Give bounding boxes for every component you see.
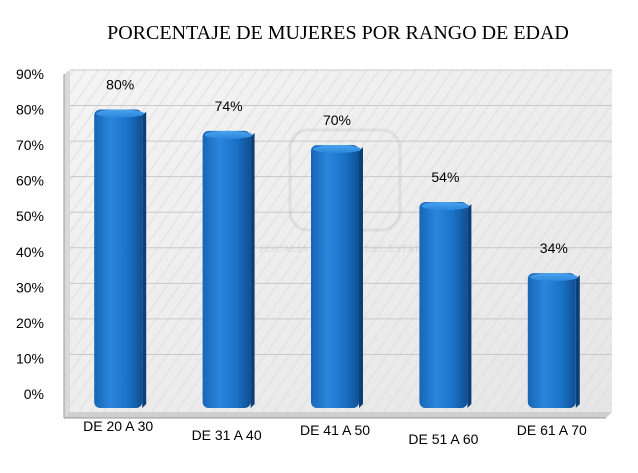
y-tick-label: 20% bbox=[16, 315, 44, 331]
y-tick-label: 80% bbox=[16, 102, 44, 118]
y-tick-label: 40% bbox=[16, 244, 44, 260]
category-label: DE 51 A 60 bbox=[408, 431, 478, 447]
bar-side bbox=[142, 111, 147, 409]
category-labels: DE 20 A 30 DE 31 A 40 DE 41 A 50 DE 51 A 60… bbox=[83, 418, 587, 447]
y-tick-label: 0% bbox=[24, 386, 44, 402]
bar-top bbox=[204, 130, 253, 139]
category-label: DE 20 A 30 bbox=[83, 418, 153, 434]
chart-title: PORCENTAJE DE MUJERES POR RANGO DE EDAD bbox=[107, 22, 569, 44]
y-tick-label: 90% bbox=[16, 66, 44, 82]
bar-side bbox=[575, 275, 580, 408]
bar bbox=[311, 145, 363, 408]
bar-top bbox=[313, 145, 361, 154]
category-label: DE 61 A 70 bbox=[517, 422, 587, 438]
bar bbox=[527, 273, 580, 408]
data-label: 34% bbox=[540, 240, 568, 256]
bar-side bbox=[250, 132, 255, 408]
bar-top bbox=[421, 202, 470, 210]
y-tick-label: 70% bbox=[16, 137, 44, 153]
bar-front bbox=[202, 130, 251, 408]
bar-front bbox=[94, 109, 143, 409]
data-label: 80% bbox=[106, 77, 134, 93]
bar bbox=[94, 109, 147, 409]
bar-top bbox=[529, 273, 578, 282]
bar-side bbox=[359, 147, 363, 408]
bar-side bbox=[467, 204, 472, 408]
side-wall bbox=[64, 70, 70, 418]
bar-top bbox=[96, 109, 145, 118]
y-tick-label: 60% bbox=[16, 173, 44, 189]
y-axis-ticks: 0% 10% 20% 30% 40% 50% 60% 70% 80% 90% bbox=[16, 66, 44, 402]
bar-front bbox=[311, 145, 359, 408]
category-label: DE 31 A 40 bbox=[192, 427, 262, 443]
data-label: 70% bbox=[323, 112, 351, 128]
data-label: 74% bbox=[215, 98, 243, 114]
data-label: 54% bbox=[431, 169, 459, 185]
bar bbox=[419, 202, 472, 408]
data-labels: 80% 74% 70% 54% 34% bbox=[106, 77, 568, 257]
bar-front bbox=[419, 202, 468, 408]
y-tick-label: 10% bbox=[16, 350, 44, 366]
bar bbox=[202, 130, 255, 408]
y-tick-label: 50% bbox=[16, 208, 44, 224]
y-tick-label: 30% bbox=[16, 279, 44, 295]
bar-front bbox=[527, 273, 576, 408]
category-label: DE 41 A 50 bbox=[300, 422, 370, 438]
bars bbox=[94, 109, 580, 409]
floor bbox=[64, 412, 612, 418]
